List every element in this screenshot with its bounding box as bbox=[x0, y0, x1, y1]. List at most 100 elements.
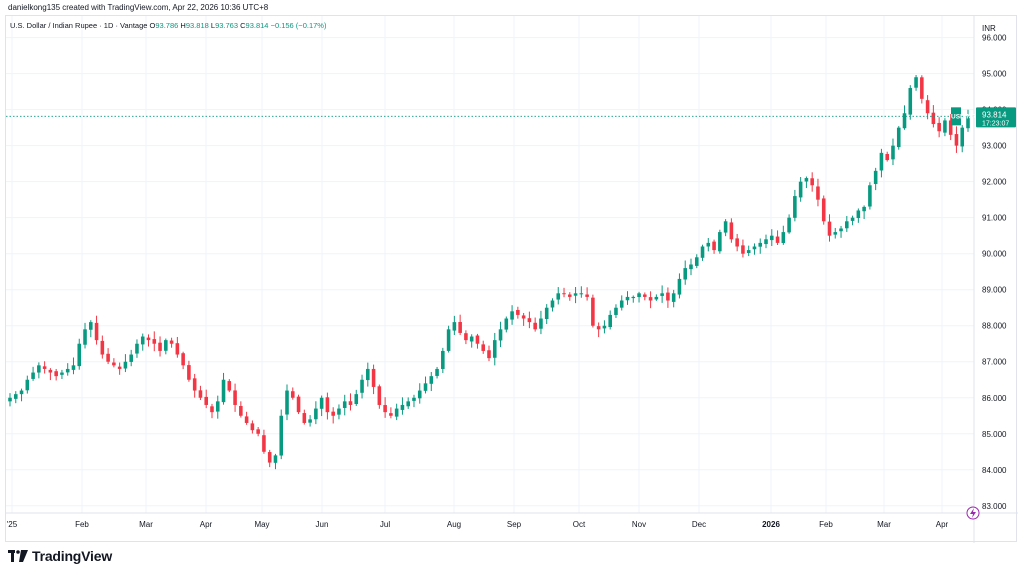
candle-body bbox=[319, 397, 324, 409]
candle-body bbox=[140, 336, 145, 345]
candle bbox=[896, 126, 901, 150]
candle bbox=[13, 391, 18, 404]
candle-body bbox=[169, 340, 174, 344]
candle bbox=[314, 401, 318, 425]
candle-body bbox=[285, 390, 289, 415]
candle-body bbox=[8, 397, 12, 402]
y-tick-label: 88.000 bbox=[982, 322, 1007, 331]
candle-body bbox=[931, 112, 936, 125]
candle bbox=[804, 176, 809, 189]
candle-body bbox=[862, 206, 866, 212]
candle bbox=[516, 306, 520, 319]
candle bbox=[550, 298, 555, 312]
candle bbox=[648, 291, 653, 309]
candle bbox=[140, 333, 145, 351]
candle bbox=[527, 311, 532, 329]
candle bbox=[60, 369, 64, 379]
candle-body bbox=[83, 329, 87, 345]
candle bbox=[129, 349, 133, 367]
candle-body bbox=[366, 368, 370, 381]
candle-body bbox=[48, 369, 53, 373]
candle-body bbox=[302, 413, 307, 423]
candle-body bbox=[885, 154, 889, 161]
candle bbox=[868, 182, 872, 210]
candle-body bbox=[71, 365, 76, 370]
candle bbox=[256, 427, 260, 437]
candle bbox=[769, 229, 774, 247]
candle bbox=[712, 239, 716, 254]
candle bbox=[412, 394, 416, 408]
candle-body bbox=[406, 401, 410, 407]
candle-body bbox=[729, 222, 734, 240]
candle bbox=[169, 337, 174, 348]
candle bbox=[285, 384, 289, 421]
candle-body bbox=[781, 232, 786, 244]
candle-body bbox=[250, 423, 255, 431]
candle bbox=[625, 291, 630, 305]
candle-body bbox=[671, 293, 676, 302]
candle-body bbox=[204, 396, 209, 405]
candle bbox=[135, 339, 139, 358]
candle-body bbox=[573, 293, 578, 296]
candle bbox=[290, 387, 295, 400]
candle-body bbox=[210, 406, 214, 413]
chart-area[interactable]: 96.00095.00094.00093.00092.00091.00090.0… bbox=[5, 15, 1018, 543]
candle-body bbox=[394, 408, 399, 417]
candle bbox=[902, 105, 907, 130]
candle-body bbox=[937, 122, 941, 132]
candle-body bbox=[389, 413, 393, 416]
candle bbox=[821, 195, 826, 225]
candle-body bbox=[516, 309, 520, 315]
candle bbox=[210, 403, 214, 419]
price-tag-value: 93.814 bbox=[982, 110, 1007, 119]
candle-body bbox=[966, 116, 970, 129]
candle-body bbox=[239, 405, 243, 416]
candle-body bbox=[469, 336, 474, 342]
candle bbox=[585, 287, 589, 301]
candle bbox=[83, 322, 87, 349]
candle-body bbox=[925, 100, 930, 114]
candle bbox=[671, 289, 676, 308]
candle-body bbox=[943, 120, 947, 133]
candle-body bbox=[435, 368, 439, 376]
candle-body bbox=[960, 127, 965, 147]
y-tick-label: 85.000 bbox=[982, 430, 1007, 439]
candle-body bbox=[666, 292, 670, 301]
candle bbox=[637, 291, 641, 303]
candle bbox=[723, 219, 728, 237]
candle bbox=[100, 335, 105, 359]
x-tick-label: Sep bbox=[507, 520, 522, 529]
candle-body bbox=[839, 228, 843, 232]
candle bbox=[573, 286, 578, 304]
candle bbox=[677, 273, 682, 299]
candle-body bbox=[602, 325, 607, 329]
candle bbox=[810, 172, 814, 192]
candle-body bbox=[879, 152, 884, 171]
x-tick-label: Aug bbox=[447, 520, 461, 529]
candle bbox=[446, 325, 451, 353]
candle-body bbox=[487, 350, 491, 359]
candle-body bbox=[175, 343, 180, 355]
candle bbox=[19, 388, 24, 402]
candle bbox=[862, 205, 866, 220]
candle bbox=[591, 294, 595, 328]
candle bbox=[204, 389, 209, 409]
price-chart[interactable]: 96.00095.00094.00093.00092.00091.00090.0… bbox=[6, 16, 1018, 543]
candle-body bbox=[654, 296, 659, 300]
candle-body bbox=[521, 315, 526, 319]
candle-body bbox=[19, 390, 24, 395]
candle bbox=[925, 95, 930, 120]
candle-body bbox=[637, 293, 641, 298]
candle-body bbox=[631, 296, 636, 299]
candle-body bbox=[123, 361, 128, 369]
candle bbox=[943, 118, 947, 137]
candle-body bbox=[585, 294, 589, 297]
x-tick-label: Jun bbox=[316, 520, 329, 529]
candle-body bbox=[798, 181, 803, 198]
candle-body bbox=[383, 405, 387, 413]
candle-body bbox=[619, 300, 624, 308]
candle bbox=[215, 395, 220, 419]
close-value: 93.814 bbox=[245, 21, 269, 30]
candle bbox=[914, 75, 918, 91]
tradingview-logo[interactable]: TradingView bbox=[8, 548, 112, 564]
